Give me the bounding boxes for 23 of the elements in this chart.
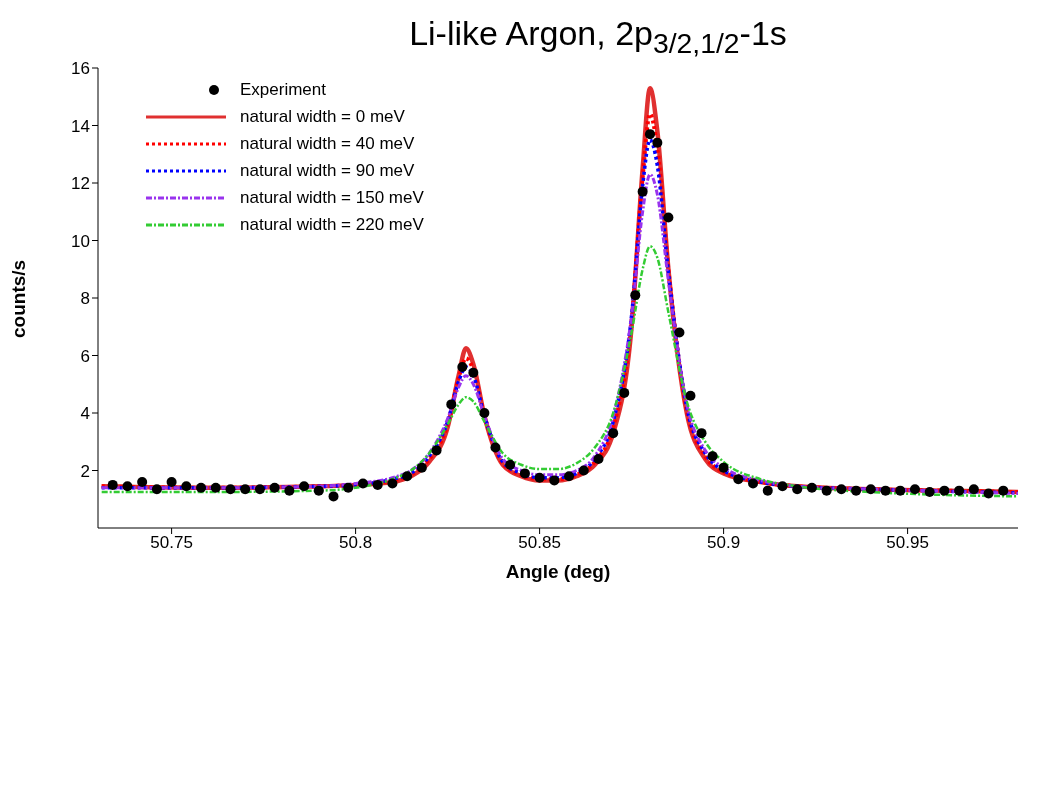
x-tick-label: 50.9: [707, 533, 741, 553]
y-tick-label: 14: [71, 116, 90, 136]
x-axis-title: Angle (deg): [505, 561, 611, 582]
y-tick-label: 10: [71, 231, 90, 251]
y-tick-label: 2: [80, 461, 90, 481]
y-tick-label: 8: [80, 289, 90, 309]
x-tick-label: 50.95: [886, 533, 929, 553]
y-tick-label: 12: [71, 174, 90, 194]
x-tick-label: 50.75: [150, 533, 193, 553]
legend-label: natural width = 150 meV: [240, 187, 424, 208]
line-series: [100, 245, 1018, 498]
y-tick-label: 6: [80, 346, 90, 366]
legend-label: natural width = 0 meV: [240, 106, 405, 127]
x-tick-label: 50.85: [518, 533, 561, 553]
y-tick-label: 4: [80, 404, 90, 424]
legend-label: natural width = 90 meV: [240, 160, 415, 181]
legend-label: natural width = 220 meV: [240, 214, 424, 235]
x-tick-label: 50.8: [339, 533, 373, 553]
legend-label: natural width = 40 meV: [240, 133, 415, 154]
y-axis-title: counts/s: [7, 259, 29, 338]
y-tick-label: 16: [71, 59, 90, 79]
legend-label: Experiment: [240, 79, 326, 100]
chart-title: Li-like Argon, 2p$_{3/2,1/2}$-1s: [408, 13, 788, 59]
